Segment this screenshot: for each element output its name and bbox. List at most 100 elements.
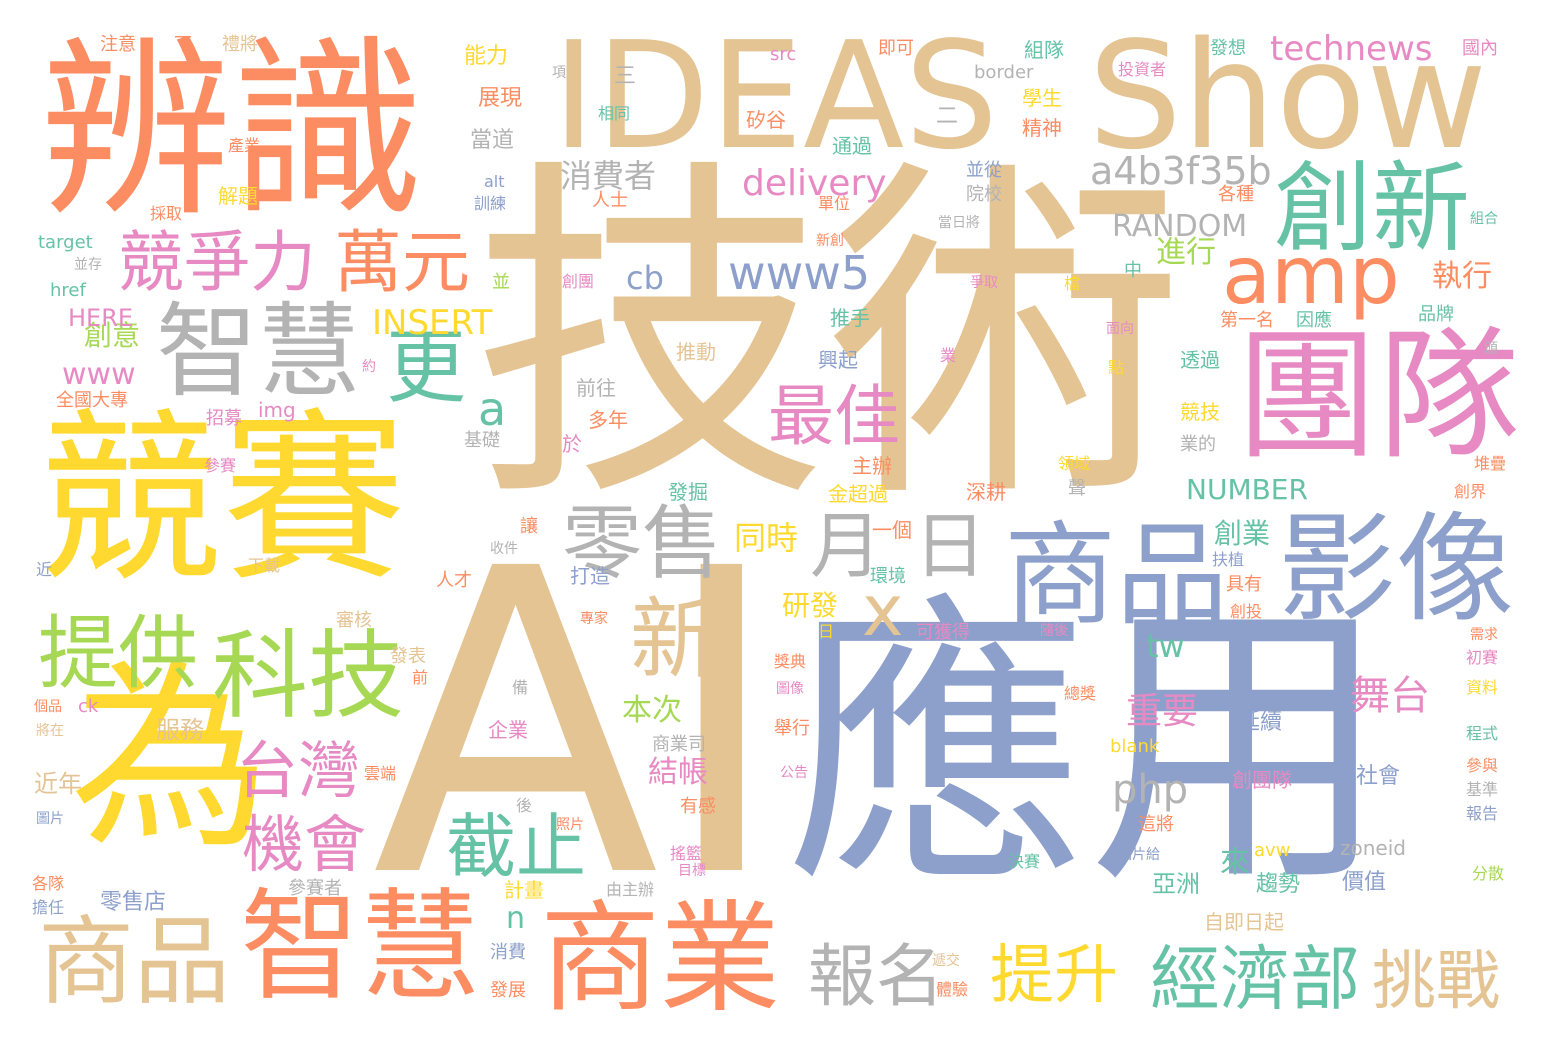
word: 於 [562, 432, 582, 456]
word: a4b3f35b [1090, 149, 1272, 193]
word: RANDOM [1112, 209, 1248, 244]
word: 日 [914, 504, 987, 588]
word: 這將 [1138, 814, 1174, 835]
word: www5 [728, 246, 871, 300]
word: 業 [940, 346, 957, 365]
word: 計畫 [504, 878, 544, 902]
word: 需求 [1470, 627, 1498, 643]
word: 訓練 [474, 194, 507, 213]
word: 搖籃 [670, 844, 703, 863]
word: 後 [516, 796, 533, 815]
word: tw [1146, 627, 1185, 665]
word: 前往 [576, 376, 616, 400]
word: 商品 [1004, 511, 1228, 641]
word: 圖片 [36, 811, 64, 827]
word: 商品 [38, 906, 230, 1018]
word: 價值 [1342, 870, 1387, 895]
word: 並存 [74, 257, 102, 273]
word: 創團 [562, 272, 595, 291]
word: 為 [70, 643, 271, 876]
word: 新創 [816, 233, 844, 249]
word: 多年 [588, 408, 628, 432]
word: 基準 [1466, 780, 1499, 799]
word: 頒 [1484, 341, 1498, 357]
word: 三 [614, 64, 637, 89]
word: 發表 [390, 646, 426, 667]
word: 下載 [248, 556, 281, 575]
word: 程式 [1466, 724, 1499, 743]
word: 打造 [570, 564, 610, 588]
word: 當日將 [938, 215, 980, 231]
word: 智慧 [240, 878, 480, 1017]
word: 發掘 [668, 480, 708, 504]
word: 決賽 [1008, 852, 1041, 871]
word: 各隊 [32, 874, 65, 893]
word: 參賽 [204, 456, 237, 475]
word: 全國大專 [56, 390, 128, 411]
word: 堆疊 [1474, 454, 1507, 473]
word: avw [1254, 840, 1291, 861]
word: 相同 [598, 104, 631, 123]
word: 審核 [336, 610, 372, 631]
word: 技術 [472, 131, 1184, 545]
word: n [506, 901, 526, 936]
word: 國內 [1462, 38, 1498, 59]
word: src [770, 44, 797, 65]
word: 服務 [156, 716, 204, 744]
word: 矽谷 [746, 108, 786, 132]
word: 由主辦 [606, 880, 655, 899]
word: 點 [1108, 358, 1125, 377]
word: a [478, 382, 507, 436]
word: 辨識 [40, 20, 424, 243]
word: 學生 [1022, 86, 1062, 110]
word: NUMBER [1186, 473, 1308, 506]
word: 舞台 [1350, 673, 1430, 719]
word: 台灣 [236, 734, 361, 807]
word: 智慧 [156, 293, 360, 412]
word: 組合 [1470, 211, 1498, 227]
word: 舉行 [774, 718, 810, 739]
word: 當道 [470, 128, 515, 153]
word: 總獎 [1064, 684, 1097, 703]
word: 並從 [966, 160, 1002, 181]
word: 亞洲 [1152, 870, 1200, 898]
word: 商業 [540, 890, 780, 1029]
word: 業的 [1180, 434, 1216, 455]
word: 品牌 [1418, 304, 1454, 325]
word: www [62, 357, 136, 392]
word: 扶植 [1212, 550, 1245, 569]
word: 延續 [1238, 710, 1283, 735]
word: 讓 [520, 516, 538, 537]
word: cb [626, 259, 664, 297]
word: INSERT [372, 303, 493, 343]
word: 月 [810, 504, 883, 588]
word: 遞交 [932, 953, 960, 969]
word: 專家 [580, 611, 608, 627]
word: 具有 [1226, 574, 1262, 595]
word: 創界 [1454, 482, 1487, 501]
word: HERE [68, 304, 134, 332]
word: 院校 [966, 184, 1002, 205]
word: 報名 [808, 938, 945, 1017]
word: 提供 [38, 607, 198, 700]
word: 零售店 [100, 890, 167, 915]
word: 發展 [490, 980, 526, 1001]
word: 基礎 [464, 430, 500, 451]
word: 日 [818, 622, 835, 641]
word: 雲端 [364, 764, 397, 783]
word: 產業 [228, 136, 261, 155]
word: img [258, 398, 296, 422]
word: target [38, 232, 93, 253]
word: 檔 [1064, 274, 1081, 293]
word: alt [484, 172, 505, 191]
word: 初賽 [1466, 648, 1499, 667]
word: 分散 [1472, 864, 1505, 883]
word: 獎典 [774, 652, 807, 671]
word: blank [1110, 736, 1160, 757]
word: 重要 [1126, 691, 1199, 732]
word: 同時 [734, 519, 799, 557]
word: 面向 [1106, 321, 1134, 337]
word: 領域 [1058, 454, 1091, 473]
word: 注意 [100, 34, 136, 55]
